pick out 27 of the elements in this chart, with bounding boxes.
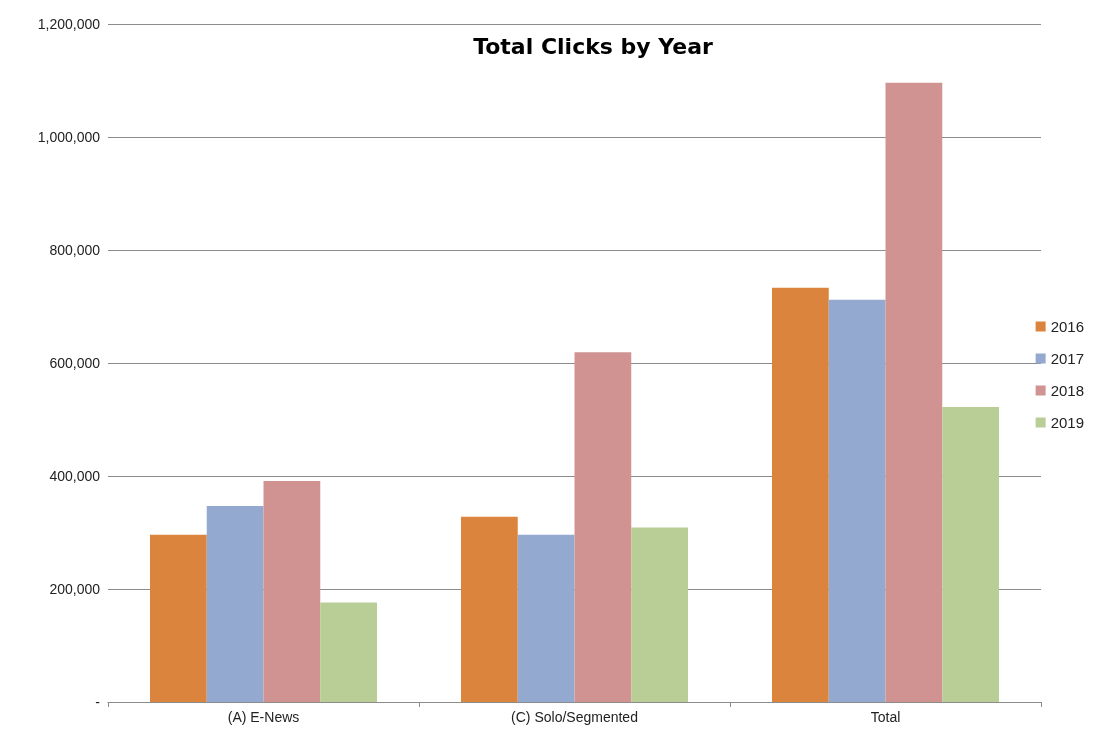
bar xyxy=(263,481,321,702)
legend-label: 2017 xyxy=(1050,350,1085,367)
legend-label: 2016 xyxy=(1050,318,1085,335)
x-tick-label: (C) Solo/Segmented xyxy=(511,709,638,725)
bar xyxy=(885,82,943,702)
bar xyxy=(320,602,378,702)
legend-label: 2018 xyxy=(1050,382,1085,399)
y-tick-label: - xyxy=(95,694,101,710)
legend-label: 2019 xyxy=(1050,414,1085,431)
bar xyxy=(149,534,207,702)
x-tick-label: (A) E-News xyxy=(227,709,300,725)
chart-title: Total Clicks by Year xyxy=(473,33,713,59)
x-tick-label: Total xyxy=(870,709,901,725)
bar xyxy=(631,527,689,702)
bar xyxy=(942,407,1000,702)
y-tick-label: 1,000,000 xyxy=(37,129,101,145)
bar xyxy=(771,287,829,702)
bar xyxy=(574,352,632,702)
bar xyxy=(206,505,264,702)
bar xyxy=(460,516,518,702)
y-tick-label: 600,000 xyxy=(49,355,101,371)
y-tick-label: 400,000 xyxy=(49,468,101,484)
bar xyxy=(828,299,886,702)
bar xyxy=(517,534,575,702)
y-tick-label: 200,000 xyxy=(49,581,101,597)
y-tick-label: 1,200,000 xyxy=(37,16,101,32)
y-tick-label: 800,000 xyxy=(49,242,101,258)
